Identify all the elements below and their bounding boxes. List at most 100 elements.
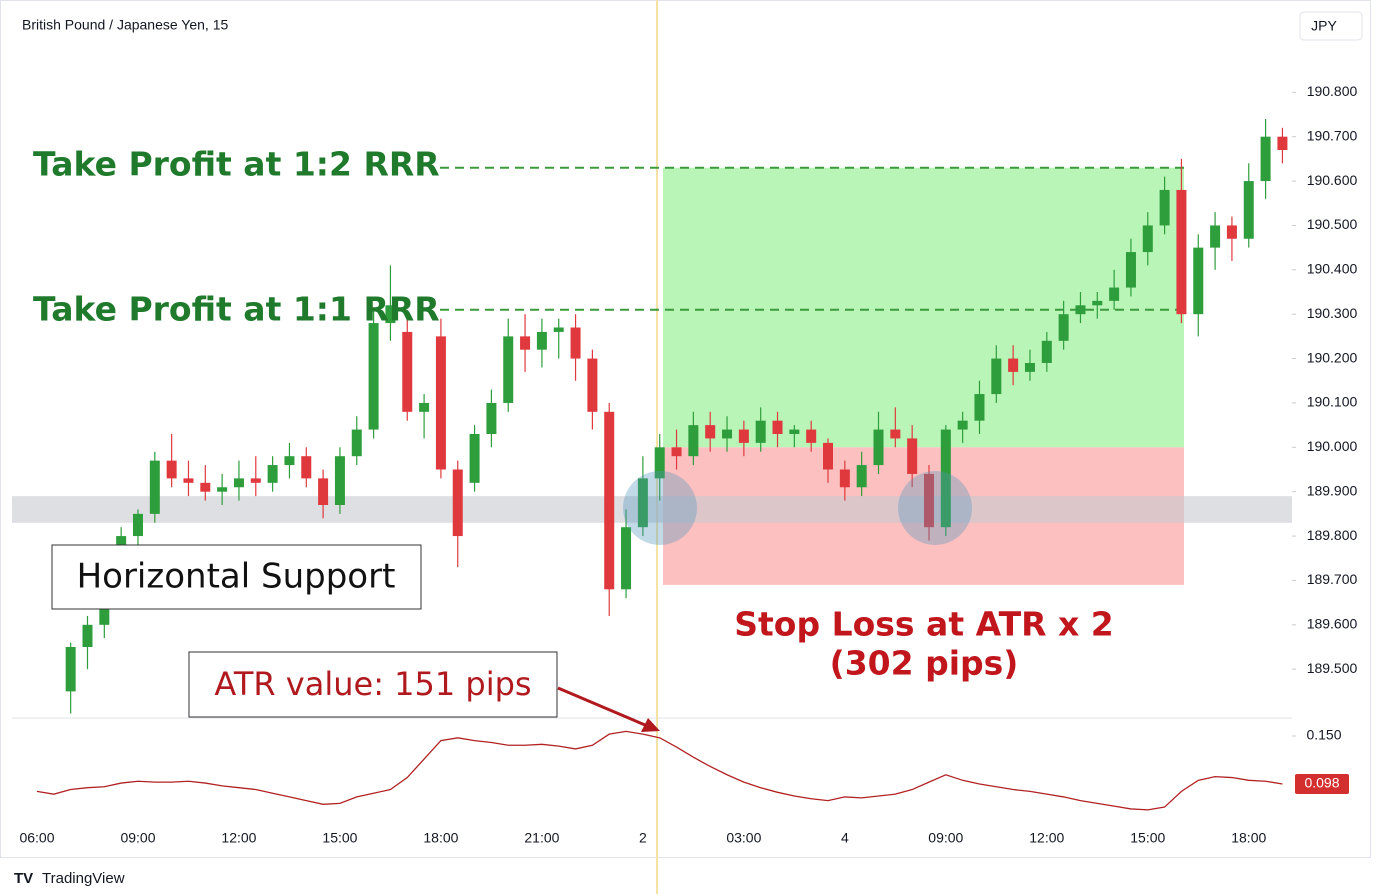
profit-zone [663, 167, 1184, 448]
highlight [898, 471, 972, 545]
candle-body [1008, 358, 1019, 372]
candle-body [806, 429, 817, 443]
y-tick-label: 189.700 [1307, 571, 1358, 587]
candle-body [419, 402, 430, 412]
candle-body [1193, 247, 1204, 315]
candle-body [149, 460, 160, 514]
currency-box[interactable] [1299, 11, 1363, 41]
candle-body [789, 429, 800, 434]
candle-body [738, 429, 749, 443]
plot [12, 91, 1296, 811]
candle-body [755, 420, 766, 443]
candle-body [368, 323, 379, 430]
candle-body [267, 465, 278, 483]
candle-body [1142, 225, 1153, 253]
candle-body [351, 429, 362, 457]
candle-body [637, 478, 648, 528]
x-tick-label: 18:00 [1231, 830, 1266, 846]
candle-body [890, 429, 901, 439]
candle-body [553, 327, 564, 332]
candle-body [385, 305, 396, 324]
atr-line [36, 730, 1283, 811]
candle-body [570, 327, 581, 359]
sl-label: Stop Loss at ATR x 2 [734, 605, 1113, 644]
atr-box [188, 651, 558, 718]
candle-body [856, 465, 867, 488]
candle-body [166, 460, 177, 479]
support-label: Horizontal Support [77, 557, 396, 597]
logo: TV [14, 870, 33, 887]
candle-body [1125, 252, 1136, 288]
watermark: TradingView [42, 870, 125, 887]
x-tick-label: 15:00 [322, 830, 357, 846]
candle-body [688, 425, 699, 457]
y-tick-label: 189.900 [1307, 482, 1358, 498]
x-tick-label: 2 [639, 830, 647, 846]
candle-body [402, 331, 413, 412]
x-tick-label: 18:00 [423, 830, 458, 846]
last-value: 0.098 [1304, 775, 1339, 791]
candle-body [839, 469, 850, 488]
candle-body [1109, 287, 1120, 301]
x-tick-label: 15:00 [1130, 830, 1165, 846]
candle-body [250, 478, 261, 483]
highlight [623, 471, 697, 545]
candle-body [65, 647, 76, 692]
x-tick-label: 09:00 [120, 830, 155, 846]
arrow-head [641, 718, 660, 732]
candle-body [1243, 181, 1254, 239]
candle-body [991, 358, 1002, 395]
candle-body [907, 438, 918, 474]
candle-body [435, 336, 446, 470]
y-tick-label: 0.150 [1306, 727, 1341, 743]
candle-body [1092, 300, 1103, 306]
y-tick-label: 190.000 [1307, 438, 1358, 454]
tp1-label: Take Profit at 1:1 RRR [33, 290, 440, 329]
candle-body [233, 478, 244, 488]
symbol-title: British Pound / Japanese Yen, 15 [22, 17, 228, 33]
candle-body [1210, 225, 1221, 248]
x-tick-label: 12:00 [221, 830, 256, 846]
support-box [51, 544, 422, 610]
sl-pips: (302 pips) [830, 644, 1019, 683]
candle-body [974, 394, 985, 421]
candle-body [1260, 136, 1271, 182]
y-tick-label: 190.400 [1307, 261, 1358, 277]
candle-body [318, 478, 329, 505]
candle-body [940, 429, 951, 528]
candle-body [452, 469, 463, 537]
y-tick-label: 190.300 [1307, 305, 1358, 321]
candle-body [301, 456, 312, 479]
y-tick-label: 190.800 [1307, 83, 1358, 99]
candle-body [1075, 305, 1086, 315]
candle-body [284, 456, 295, 466]
candle-body [1159, 189, 1170, 226]
currency[interactable]: JPY [1311, 18, 1337, 34]
y-tick-label: 190.100 [1307, 394, 1358, 410]
arrow [557, 686, 646, 727]
candle-body [722, 429, 733, 439]
candle-body [1041, 340, 1052, 363]
y-tick-label: 190.500 [1307, 216, 1358, 232]
candle-body [82, 624, 93, 647]
candle-body [604, 411, 615, 590]
candle-body [654, 447, 665, 479]
candle-body [957, 420, 968, 430]
candle-body [536, 331, 547, 350]
x-tick-label: 4 [841, 830, 849, 846]
y-tick-label: 189.600 [1307, 616, 1358, 632]
candle-body [200, 482, 211, 492]
support-band [12, 496, 1292, 523]
y-tick-label: 190.700 [1307, 127, 1358, 143]
candle-body [1176, 189, 1187, 315]
atr-label: ATR value: 151 pips [214, 665, 531, 703]
candle-body [923, 473, 934, 528]
candle-body [183, 478, 194, 483]
candle-body [217, 487, 228, 492]
candle-body [772, 420, 783, 434]
x-tick-label: 09:00 [928, 830, 963, 846]
y-tick-label: 190.200 [1307, 349, 1358, 365]
candle-body [1226, 225, 1237, 239]
candle-body [873, 429, 884, 466]
tp2-label: Take Profit at 1:2 RRR [33, 145, 440, 184]
